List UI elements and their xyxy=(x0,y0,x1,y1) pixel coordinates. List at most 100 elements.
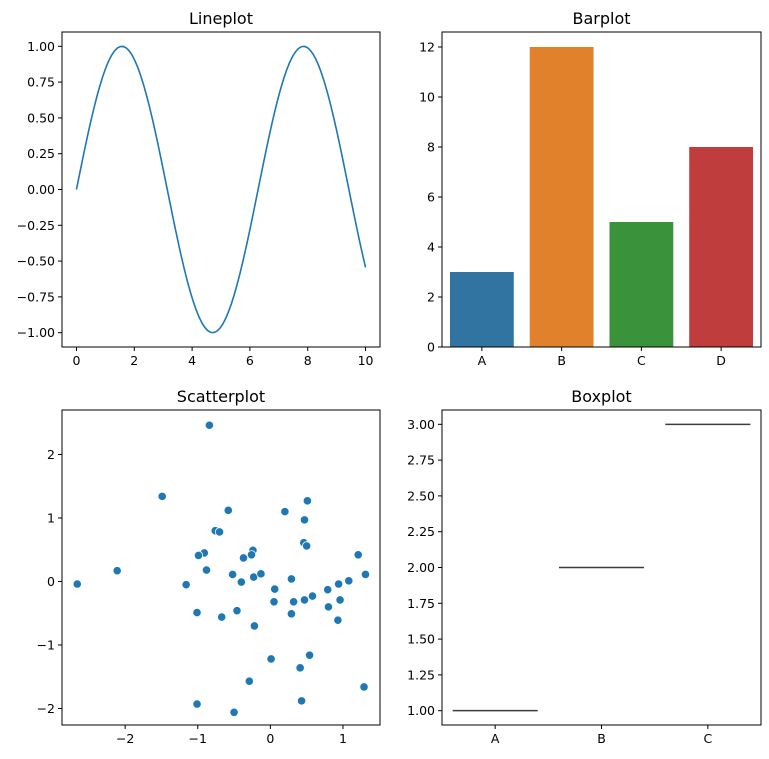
chart-title: Scatterplot xyxy=(177,387,265,406)
y-tick-label: 2 xyxy=(427,290,435,305)
scatter-point xyxy=(223,505,233,515)
scatter-point xyxy=(246,550,257,560)
x-tick-label: C xyxy=(703,731,712,746)
y-tick-label: 0 xyxy=(427,340,435,355)
x-tick-label: A xyxy=(491,731,500,746)
scatter-point xyxy=(256,569,266,579)
y-tick-label: 0 xyxy=(47,574,55,589)
scatter-point xyxy=(344,576,354,586)
sine-line xyxy=(75,45,367,334)
scatter-point xyxy=(204,420,214,430)
x-tick-label: 2 xyxy=(130,353,138,368)
x-tick-label: 6 xyxy=(246,353,254,368)
scatter-point xyxy=(323,585,333,595)
scatter-point xyxy=(192,699,202,709)
y-tick-label: 10 xyxy=(419,90,435,105)
scatter-point xyxy=(353,550,363,560)
scatter-point xyxy=(244,676,254,686)
bar-D xyxy=(689,147,754,347)
chart-title: Barplot xyxy=(572,9,630,28)
y-tick-label: 6 xyxy=(427,190,435,205)
scatter-point xyxy=(249,621,259,631)
y-tick-label: 2.50 xyxy=(407,488,435,503)
scatter-point xyxy=(236,577,246,587)
scatter-point xyxy=(201,565,212,575)
scatter-point xyxy=(229,707,239,717)
y-tick-label: 1.00 xyxy=(27,39,55,54)
scatter-point xyxy=(266,654,276,664)
y-tick-label: 1.75 xyxy=(407,596,435,611)
scatter-point xyxy=(296,696,307,706)
x-tick-label: 4 xyxy=(188,353,196,368)
scatter-point xyxy=(217,612,227,622)
chart-title: Boxplot xyxy=(571,387,631,406)
scatter-point xyxy=(269,597,279,607)
scatter-point xyxy=(359,682,369,692)
x-tick-label: A xyxy=(478,353,487,368)
scatter-point xyxy=(360,569,371,580)
x-tick-label: D xyxy=(716,353,726,368)
y-tick-label: 2.75 xyxy=(407,453,435,468)
scatter-point xyxy=(302,541,312,551)
scatter-point xyxy=(181,580,191,590)
scatter-point xyxy=(286,574,297,584)
scatter-point xyxy=(238,553,249,563)
y-tick-label: 1 xyxy=(47,510,55,525)
x-tick-label: B xyxy=(597,731,606,746)
x-tick-label: 0 xyxy=(72,353,80,368)
y-tick-label: 0.75 xyxy=(27,75,55,90)
scatter-point xyxy=(295,663,305,673)
scatter-point xyxy=(286,609,297,619)
y-tick-label: −0.75 xyxy=(17,289,55,304)
scatter-point xyxy=(333,615,343,625)
barplot-axes: Barplot A B C D 0 2 4 6 8 10 12 xyxy=(419,9,762,368)
scatter-point xyxy=(232,606,242,616)
x-tick-label: −1 xyxy=(189,731,207,746)
bar-B xyxy=(529,47,594,347)
scatter-point xyxy=(157,491,167,501)
scatter-point xyxy=(323,602,334,612)
scatter-point xyxy=(307,591,318,601)
scatter-point xyxy=(302,496,312,506)
x-tick-label: C xyxy=(637,353,646,368)
scatter-point xyxy=(289,597,299,607)
scatterplot-axes: Scatterplot −2 −1 0 1 −2 −1 0 1 2 xyxy=(37,387,381,746)
scatter-point xyxy=(72,579,82,589)
y-tick-label: 8 xyxy=(427,140,435,155)
y-tick-label: −1.00 xyxy=(17,325,55,340)
bar-A xyxy=(449,272,514,347)
y-tick-label: 1.25 xyxy=(407,667,435,682)
y-tick-label: 1.50 xyxy=(407,632,435,647)
y-tick-label: 2.25 xyxy=(407,524,435,539)
y-tick-label: −0.50 xyxy=(17,254,55,269)
y-tick-label: 1.00 xyxy=(407,703,435,718)
y-tick-label: 0.50 xyxy=(27,110,55,125)
scatter-point xyxy=(299,595,310,605)
scatter-point xyxy=(192,607,202,618)
scatter-point xyxy=(270,584,280,594)
lineplot-axes: Lineplot 0 2 4 6 8 10 −1.00 −0.75 −0.50 −0.25 0.00 0… xyxy=(17,9,381,368)
y-tick-label: −0.25 xyxy=(17,218,55,233)
scatter-point xyxy=(112,566,122,576)
y-tick-label: 4 xyxy=(427,240,435,255)
scatter-point xyxy=(304,650,315,660)
y-tick-label: 12 xyxy=(419,40,435,55)
x-tick-label: 10 xyxy=(358,353,374,368)
scatter-point xyxy=(280,507,290,517)
y-tick-label: 0.25 xyxy=(27,146,55,161)
scatter-point xyxy=(334,579,344,589)
axes-frame xyxy=(61,409,381,726)
axes-frame xyxy=(441,31,762,348)
y-tick-label: 2 xyxy=(47,447,55,462)
scatter-point xyxy=(193,550,204,561)
x-tick-label: B xyxy=(557,353,566,368)
boxplot-axes: Boxplot A B C 1.00 1.25 1.50 1.75 2.00 2.25 2.50 2.… xyxy=(407,387,762,746)
y-tick-label: 3.00 xyxy=(407,417,435,432)
scatter-point xyxy=(335,595,345,605)
scatter-point xyxy=(299,515,310,525)
y-tick-label: −1 xyxy=(37,637,55,652)
x-tick-label: 1 xyxy=(339,731,347,746)
bar-C xyxy=(609,222,674,347)
y-tick-label: 0.00 xyxy=(27,182,55,197)
